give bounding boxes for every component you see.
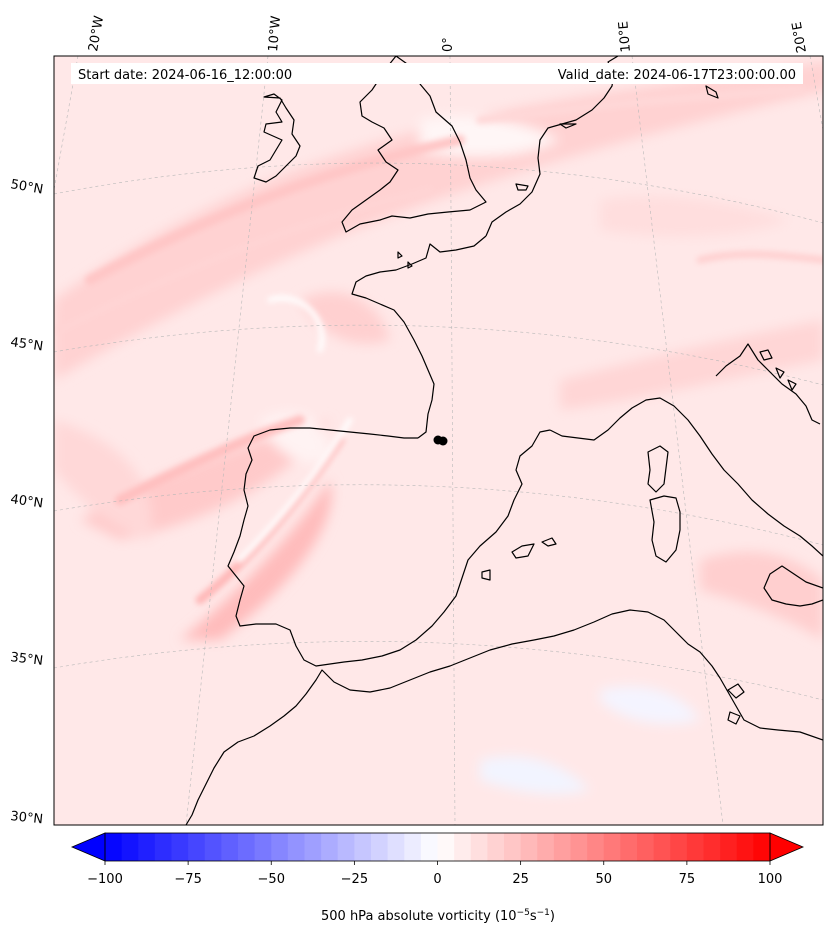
header-background — [71, 63, 803, 84]
coastline-great-britain — [341, 56, 487, 233]
colorbar-cell — [404, 833, 422, 861]
colorbar-cell — [736, 833, 754, 861]
valid-date-label: Valid_date: 2024-06-17T23:00:00.00 — [558, 68, 796, 83]
meridian-0 — [449, 56, 456, 825]
lon-label-0: 0° — [441, 37, 456, 52]
coastline-france-atlantic — [351, 235, 487, 439]
lat-label-30n: 30°N — [10, 809, 44, 827]
colorbar-cell — [188, 833, 206, 861]
colorbar-cell — [753, 833, 771, 861]
colorbar-cell — [553, 833, 571, 861]
colorbar-extend-low — [70, 832, 106, 862]
colorbar-tick-label: −25 — [341, 872, 368, 887]
colorbar-tick-label: 25 — [512, 872, 529, 887]
colorbar-cell — [454, 833, 472, 861]
coastline-corsica — [647, 445, 669, 493]
colorbar-cells — [105, 833, 771, 861]
colorbar-cell — [354, 833, 372, 861]
colorbar-tick-label: 0 — [433, 872, 441, 887]
colorbar-cell — [703, 833, 721, 861]
colorbar-tick-label: 50 — [595, 872, 612, 887]
parallel-35n — [54, 641, 823, 701]
coastlines — [185, 56, 823, 825]
coastline-sardinia — [649, 495, 681, 563]
map-frame — [53, 55, 824, 826]
colorbar-cell — [105, 833, 123, 861]
colorbar-cell — [686, 833, 704, 861]
vorticity-streaks — [56, 86, 823, 605]
colorbar-cell — [637, 833, 655, 861]
colorbar-cell — [720, 833, 738, 861]
colorbar-cell — [603, 833, 621, 861]
meridian-20w — [54, 56, 79, 260]
coastline-adriatic — [715, 343, 821, 425]
colorbar: −100 −75 −50 −25 0 25 50 75 100 500 hPa absolute… — [70, 832, 805, 924]
colorbar-cell — [670, 833, 688, 861]
colorbar-cell — [138, 833, 156, 861]
lon-label-20w: 20°W — [86, 15, 107, 53]
colorbar-cell — [204, 833, 222, 861]
colorbar-cell — [487, 833, 505, 861]
parallel-40n — [54, 484, 823, 546]
colorbar-tick-label: −75 — [174, 872, 201, 887]
start-date-label: Start date: 2024-06-16_12:00:00 — [78, 68, 292, 83]
colorbar-cell — [171, 833, 189, 861]
colorbar-cell — [304, 833, 322, 861]
coastline-sicily — [727, 683, 745, 725]
colorbar-cell — [520, 833, 538, 861]
coastline-channel-islands — [397, 251, 413, 269]
coastline-north-africa — [185, 609, 823, 825]
coastline-adriatic-islands — [759, 349, 797, 391]
coastline-iberia — [227, 427, 551, 667]
colorbar-cell — [337, 833, 355, 861]
colorbar-cell — [620, 833, 638, 861]
meridian-20e — [809, 56, 823, 131]
colorbar-cell — [271, 833, 289, 861]
colorbar-tick-label: −50 — [258, 872, 285, 887]
parallel-45n — [54, 324, 823, 386]
colorbar-cell — [254, 833, 272, 861]
lat-label-45n: 45°N — [9, 335, 44, 354]
colorbar-cell — [504, 833, 522, 861]
colorbar-cell — [321, 833, 339, 861]
colorbar-cell — [121, 833, 139, 861]
colorbar-cell — [387, 833, 405, 861]
lat-label-35n: 35°N — [10, 650, 44, 669]
latitude-labels: 50°N 45°N 40°N 35°N 30°N — [9, 177, 44, 827]
meridian-10w — [185, 56, 269, 825]
map-panel — [54, 56, 823, 825]
colorbar-cell — [238, 833, 256, 861]
colorbar-cell — [221, 833, 239, 861]
lon-label-10e: 10°E — [616, 21, 634, 53]
coastline-denmark — [515, 85, 719, 191]
colorbar-extend-high — [769, 832, 805, 862]
lon-label-20e: 20°E — [790, 21, 810, 54]
coastline-ireland — [253, 93, 301, 183]
lon-label-10w: 10°W — [266, 15, 284, 52]
graticule — [54, 56, 823, 825]
colorbar-cell — [420, 833, 438, 861]
lat-label-40n: 40°N — [9, 492, 44, 511]
coastline-balearics — [481, 537, 557, 581]
longitude-labels: 20°W 10°W 0° 10°E 20°E — [86, 15, 810, 54]
colorbar-title: 500 hPa absolute vorticity (10−5s−1) — [321, 908, 555, 924]
colorbar-cell — [437, 833, 455, 861]
colorbar-cell — [587, 833, 605, 861]
colorbar-cell — [154, 833, 172, 861]
location-marker — [433, 435, 448, 446]
colorbar-cell — [371, 833, 389, 861]
colorbar-cell — [570, 833, 588, 861]
colorbar-cell — [470, 833, 488, 861]
colorbar-tick-label: 100 — [758, 872, 783, 887]
coastline-southern-france-italy — [549, 397, 823, 557]
colorbar-cell — [653, 833, 671, 861]
colorbar-tick-label: −100 — [87, 872, 123, 887]
colorbar-cell — [537, 833, 555, 861]
colorbar-cell — [287, 833, 305, 861]
lat-label-50n: 50°N — [9, 177, 44, 197]
colorbar-ticks: −100 −75 −50 −25 0 25 50 75 100 — [87, 861, 782, 887]
colorbar-tick-label: 75 — [679, 872, 696, 887]
coastline-italy-south — [763, 565, 823, 607]
